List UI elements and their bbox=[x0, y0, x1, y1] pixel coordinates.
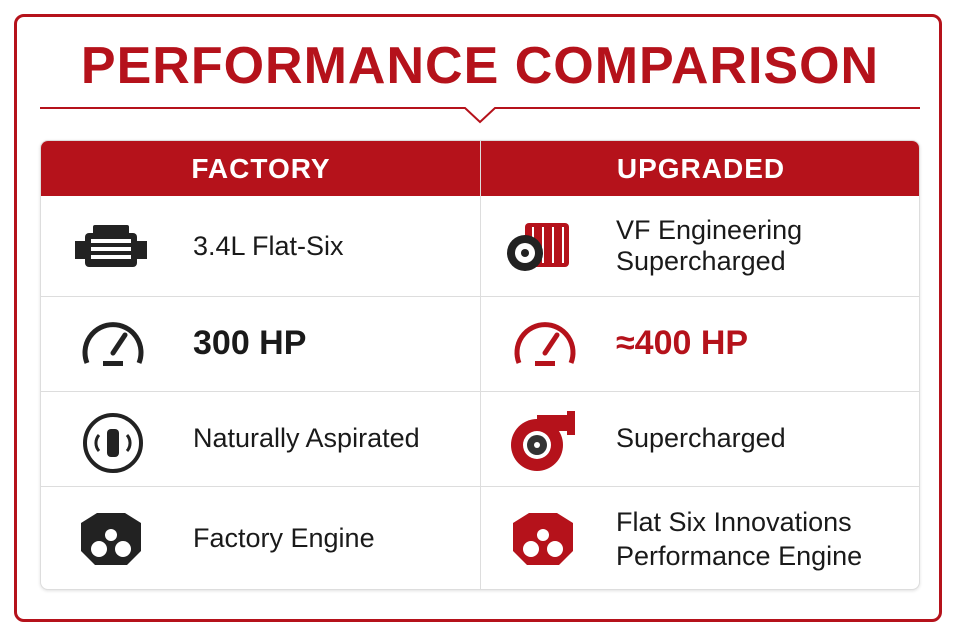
text-line: Performance Engine bbox=[616, 540, 863, 571]
factory-value: Factory Engine bbox=[193, 523, 375, 553]
comparison-table: FACTORY UPGRADED 3.4L Flat-Six VF Engine… bbox=[40, 140, 920, 590]
upgraded-value: Supercharged bbox=[616, 423, 786, 453]
frame bbox=[14, 14, 942, 622]
turbo-icon bbox=[511, 411, 575, 471]
header-cell: FACTORY bbox=[41, 141, 481, 196]
title-rule bbox=[40, 107, 920, 124]
upgraded-value: ≈400 HP bbox=[616, 324, 749, 362]
header-cell: UPGRADED bbox=[481, 141, 919, 196]
divider bbox=[41, 296, 919, 297]
upgraded-value: Flat Six Innovations Performance Engine bbox=[616, 486, 863, 589]
gauge-icon bbox=[514, 322, 576, 366]
upgraded-value: VF Engineering Supercharged bbox=[616, 215, 803, 276]
title: PERFORMANCE COMPARISON bbox=[80, 37, 880, 95]
gauge-icon bbox=[82, 322, 144, 366]
supercharger-icon bbox=[507, 223, 569, 271]
factory-value: Naturally Aspirated bbox=[193, 423, 420, 453]
divider bbox=[41, 486, 919, 487]
engine-icon bbox=[75, 225, 147, 267]
divider bbox=[41, 391, 919, 392]
divider bbox=[480, 141, 481, 589]
text-line: Flat Six Innovations bbox=[616, 506, 852, 537]
factory-value: 300 HP bbox=[193, 324, 307, 362]
engine-block-icon bbox=[513, 513, 573, 565]
intake-icon bbox=[83, 413, 143, 473]
engine-block-icon bbox=[81, 513, 141, 565]
factory-value: 3.4L Flat-Six bbox=[193, 230, 344, 261]
